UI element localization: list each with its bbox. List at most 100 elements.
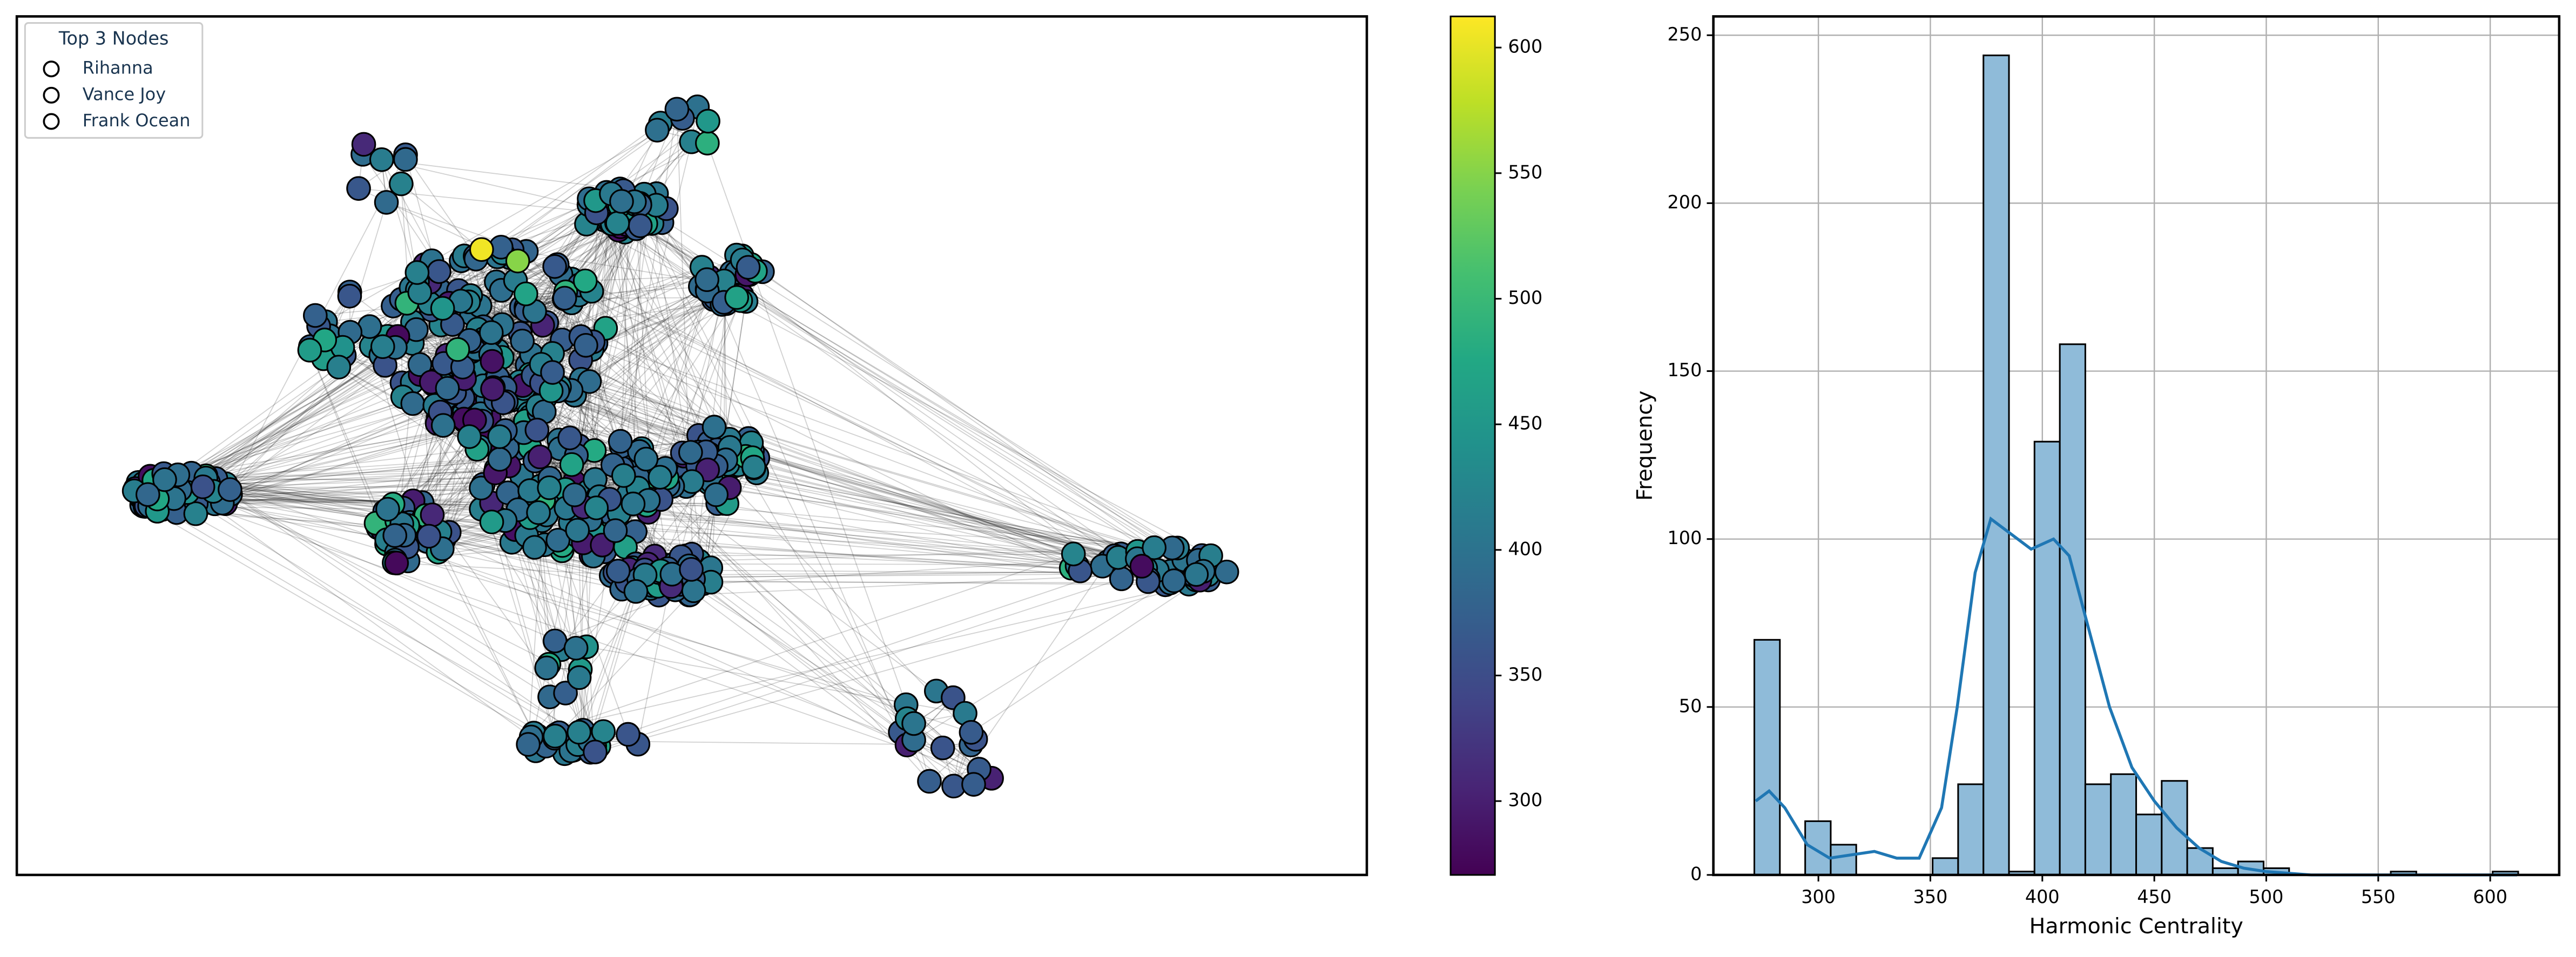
node	[337, 283, 362, 309]
edge	[671, 556, 1118, 587]
y-axis-label: Frequency	[1632, 391, 1657, 501]
node	[681, 578, 706, 603]
node	[1142, 535, 1166, 560]
x-tick-label: 400	[2025, 886, 2060, 907]
node	[297, 337, 322, 363]
node	[457, 424, 482, 449]
x-tick-label: 350	[1913, 886, 1948, 907]
node	[1214, 559, 1239, 585]
node	[326, 355, 352, 379]
node	[218, 477, 242, 502]
edge	[652, 211, 706, 581]
node	[695, 131, 720, 155]
node	[605, 559, 631, 583]
edge	[589, 198, 753, 460]
node	[480, 349, 505, 374]
node	[522, 535, 547, 560]
node	[351, 132, 376, 157]
node	[384, 551, 409, 575]
edge	[501, 382, 1209, 581]
node	[591, 719, 616, 744]
node	[420, 503, 445, 527]
edge	[639, 282, 711, 452]
legend-marker	[43, 86, 60, 104]
node	[407, 352, 433, 377]
edge	[173, 477, 532, 738]
legend-box	[24, 22, 204, 139]
edge	[156, 494, 579, 733]
node	[469, 476, 494, 500]
edge	[579, 284, 1146, 569]
edge	[636, 228, 737, 273]
node	[183, 501, 208, 526]
node	[135, 482, 160, 507]
edge	[501, 247, 1171, 572]
edge	[710, 282, 908, 745]
legend-label: Rihanna	[83, 58, 153, 78]
edge	[554, 594, 690, 739]
network-frame	[15, 15, 1368, 877]
bar	[1804, 820, 1832, 876]
edge	[502, 357, 1205, 565]
edge	[676, 109, 694, 579]
node	[400, 391, 426, 416]
node	[152, 467, 177, 492]
edge	[534, 579, 1209, 734]
edge	[639, 205, 930, 782]
bar	[1932, 857, 1959, 876]
node	[469, 237, 494, 262]
edge	[544, 106, 698, 399]
edge	[403, 282, 711, 536]
edge	[595, 579, 1209, 753]
edge	[208, 425, 482, 503]
edge	[970, 574, 1209, 733]
node	[346, 176, 371, 201]
y-tick-label: 100	[1668, 527, 1702, 548]
edge	[706, 142, 907, 705]
node	[1184, 562, 1209, 587]
node	[480, 376, 505, 402]
node	[430, 296, 455, 321]
y-tick-label: 150	[1668, 359, 1702, 381]
node	[510, 328, 535, 354]
node	[542, 254, 567, 279]
axes-frame	[1712, 15, 2561, 877]
node	[527, 444, 552, 470]
bar	[2135, 813, 2163, 876]
y-tick-label: 250	[1668, 24, 1702, 45]
node	[526, 500, 551, 525]
edge	[537, 553, 1074, 736]
node	[388, 171, 414, 196]
edge	[669, 580, 1166, 586]
edge	[577, 579, 639, 745]
edge	[565, 501, 1199, 566]
bar	[2161, 780, 2188, 876]
edge	[530, 374, 1077, 566]
edge	[158, 489, 992, 779]
node	[704, 482, 729, 507]
node	[959, 720, 984, 745]
node	[961, 772, 986, 797]
node	[553, 681, 578, 705]
edge	[407, 546, 980, 770]
edge	[203, 486, 580, 678]
x-tick-label: 600	[2473, 886, 2507, 907]
edge	[547, 322, 1199, 561]
node	[382, 523, 407, 548]
node	[583, 739, 608, 764]
edge	[635, 204, 752, 443]
colorbar-tick-label: 400	[1508, 538, 1543, 559]
edge	[221, 487, 566, 694]
node	[190, 474, 215, 499]
edge	[141, 504, 538, 736]
colorbar-tick-label: 300	[1508, 790, 1543, 811]
edge	[612, 196, 687, 487]
node	[741, 454, 766, 480]
node	[505, 248, 530, 274]
edge	[437, 552, 535, 734]
edge	[533, 584, 658, 734]
y-tick-label: 0	[1690, 863, 1702, 884]
node	[516, 732, 541, 757]
colorbar-tick-label: 550	[1508, 161, 1543, 182]
